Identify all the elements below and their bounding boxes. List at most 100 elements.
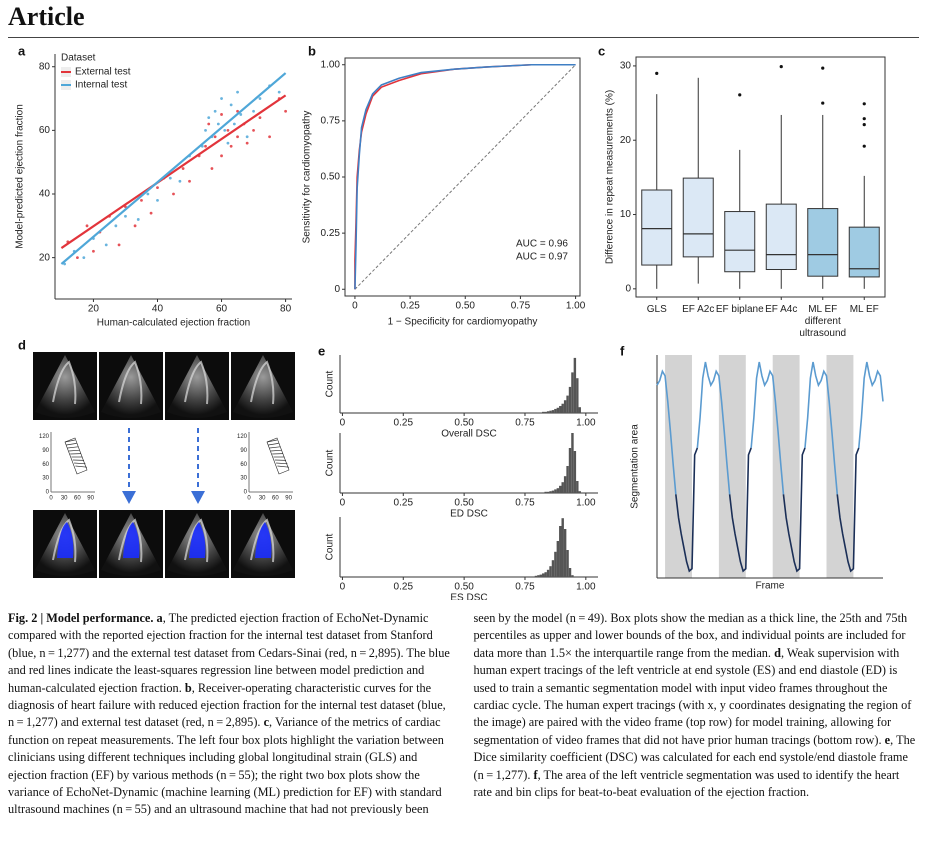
histogram-bar [559, 526, 562, 577]
y-tick-label: 0.50 [321, 172, 341, 183]
annotation: AUC = 0.96 [516, 239, 568, 250]
scatter-point [85, 224, 89, 228]
histogram-bar [537, 575, 540, 577]
mini-tick-label: 0 [244, 490, 248, 496]
caption-run: e [884, 732, 891, 747]
histogram-bar [559, 406, 562, 413]
y-axis-label: Count [325, 533, 336, 560]
caption-run: f [533, 767, 538, 782]
histogram-bar [554, 489, 557, 493]
y-tick-label: 80 [39, 61, 51, 72]
scatter-point [82, 256, 86, 260]
x-tick-label: 40 [152, 304, 164, 315]
outlier [862, 102, 866, 106]
histogram-bar [576, 481, 579, 493]
histogram-bar [561, 518, 564, 577]
plot-frame [635, 56, 886, 298]
histogram-bar [566, 466, 569, 493]
histogram-bar [551, 490, 555, 493]
histogram-bar [559, 485, 562, 493]
mini-tick-label: 90 [42, 448, 49, 454]
scatter-point [204, 144, 207, 148]
x-axis-label: ED DSC [450, 509, 488, 520]
caption-run: c [263, 715, 270, 730]
tracing-hatch [277, 465, 290, 468]
histogram-bar [571, 372, 574, 413]
mini-tick-label: 90 [285, 496, 292, 502]
histogram-bar [573, 357, 577, 413]
tracing-hatch [276, 462, 288, 465]
caption-run: a [153, 611, 163, 625]
box [724, 211, 756, 273]
scatter-point [156, 198, 159, 202]
box [682, 177, 714, 258]
x-axis-label: Frame [756, 581, 785, 592]
scatter-point [156, 186, 159, 190]
tracing-hatch [67, 446, 79, 449]
histogram-bar [537, 412, 540, 413]
segmentation [123, 522, 140, 558]
scatter-point [220, 113, 223, 116]
histogram-bar [537, 492, 540, 493]
y-tick-label: 10 [620, 209, 632, 220]
tracing-hatch [269, 446, 281, 449]
shaded-band [665, 355, 692, 578]
echo-wall [184, 360, 209, 405]
histogram-bar [556, 541, 560, 577]
histogram-bar [539, 412, 543, 413]
scatter-point [226, 128, 230, 132]
caption-run: , The predicted ejection fraction of Ech… [8, 611, 450, 695]
mini-tick-label: 30 [240, 476, 247, 482]
histogram-bar [544, 491, 547, 493]
scatter-point [210, 167, 214, 170]
regression-line [60, 72, 287, 265]
segmentation [189, 522, 206, 558]
x-tick-label: 0.25 [394, 418, 414, 429]
echo-sector [167, 355, 227, 418]
histogram-bar [571, 575, 574, 577]
mini-tick-label: 60 [42, 462, 49, 468]
tracing-hatch [64, 439, 76, 443]
x-tick-label: 0.75 [515, 582, 535, 593]
histogram-bar [542, 492, 545, 493]
scatter-point [216, 122, 220, 126]
box [765, 203, 797, 271]
y-tick-label: 0.25 [321, 228, 341, 239]
x-tick-label: 0 [340, 418, 346, 429]
histogram-bar [561, 482, 564, 493]
histogram-bar [546, 411, 550, 413]
mini-tick-label: 60 [272, 496, 279, 502]
tracing-hatch [270, 449, 282, 452]
caption-run: , The area of the left ventricle segment… [473, 767, 900, 800]
echo-wall [118, 360, 143, 405]
scatter-point [114, 224, 118, 228]
mini-tick-label: 90 [240, 448, 247, 454]
scatter-point [220, 97, 223, 100]
histogram-bar [563, 400, 567, 413]
x-tick-label: GLS [647, 304, 667, 315]
outlier [862, 123, 866, 127]
y-axis-label: Count [325, 370, 336, 397]
panel-label: d [18, 337, 26, 352]
segmentation [255, 522, 272, 558]
tracing-hatch [66, 443, 77, 446]
scatter-point [226, 141, 230, 145]
tracing-outline [64, 437, 88, 475]
mini-tick-label: 30 [42, 476, 49, 482]
scatter-point [258, 116, 262, 120]
scatter-point [245, 135, 249, 139]
x-axis-label: ES DSC [450, 593, 487, 600]
histogram-bar [578, 407, 581, 413]
histogram-bar [544, 572, 547, 577]
panel-label: a [18, 43, 26, 58]
y-tick-label: 0 [334, 284, 340, 295]
echo-wall [250, 518, 275, 563]
caption-run: , The Dice similarity coefficient (DSC) … [473, 732, 916, 782]
scatter-point [92, 249, 95, 253]
histogram-bar [573, 576, 577, 577]
echo-wall [118, 518, 143, 563]
scatter-point [204, 128, 207, 132]
scatter-point [284, 109, 287, 113]
x-tick-label: 0 [340, 498, 346, 509]
histogram-bar [546, 569, 550, 577]
